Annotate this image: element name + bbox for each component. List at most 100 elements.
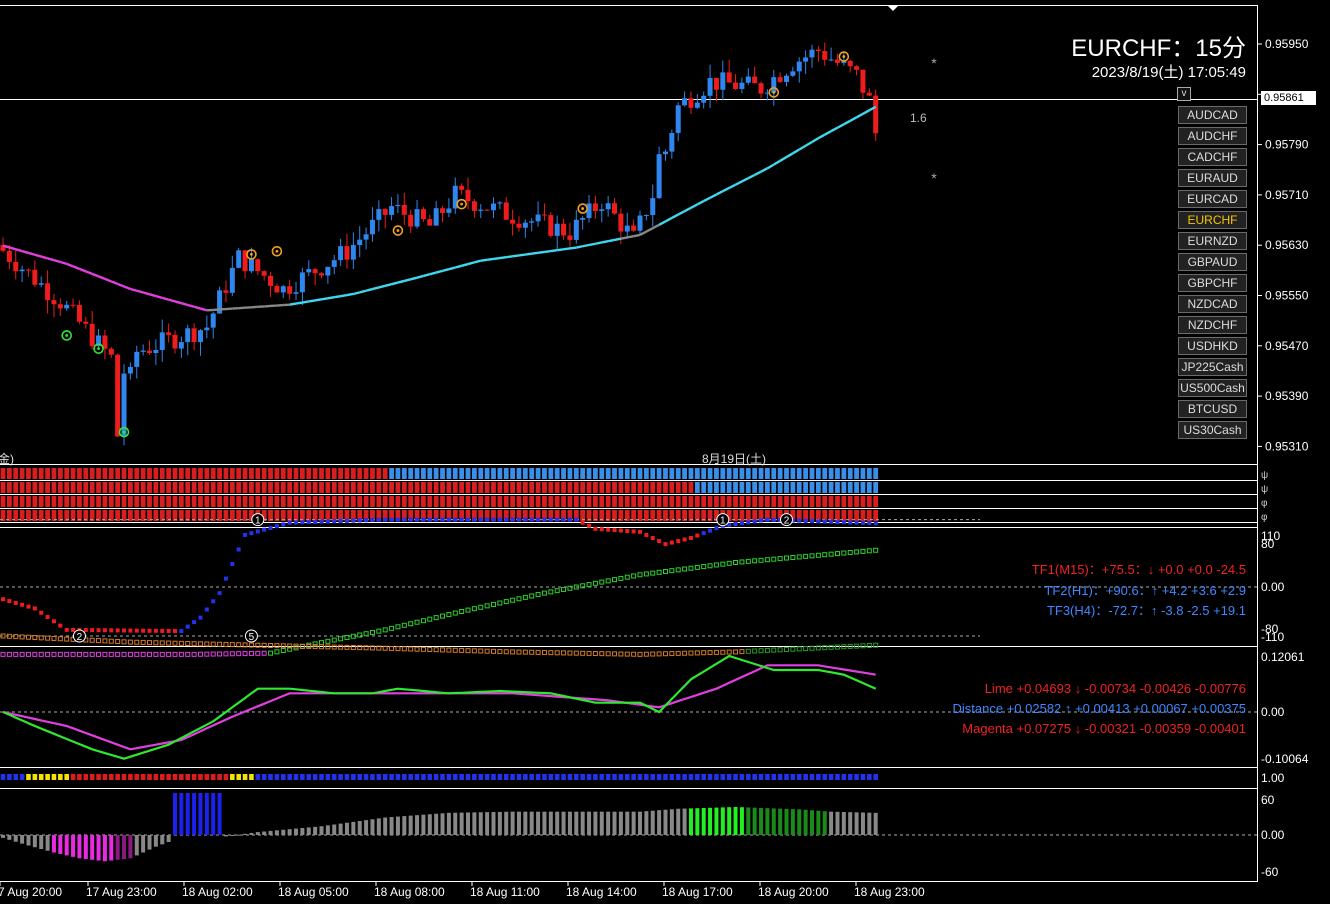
time-tick-label: 18 Aug 05:00 bbox=[278, 885, 349, 899]
tf2-dot bbox=[369, 629, 375, 635]
tf3-dot bbox=[637, 651, 643, 657]
strip-cell bbox=[261, 774, 267, 780]
heat-cell bbox=[624, 510, 630, 521]
symbol-button-jp225cash[interactable]: JP225Cash bbox=[1178, 358, 1247, 376]
symbol-button-eurcad[interactable]: EURCAD bbox=[1178, 190, 1247, 208]
candle-body bbox=[159, 332, 165, 350]
hist-bar bbox=[389, 817, 394, 835]
strip-cell bbox=[574, 774, 579, 780]
heat-cell bbox=[675, 496, 681, 507]
symbol-button-gbpaud[interactable]: GBPAUD bbox=[1178, 253, 1247, 271]
symbol-button-us30cash[interactable]: US30Cash bbox=[1178, 421, 1247, 439]
tf3-dot bbox=[255, 642, 261, 648]
heat-cell bbox=[363, 482, 369, 493]
heat-cell bbox=[312, 468, 318, 479]
atr-star-icon: * bbox=[931, 55, 937, 71]
tf2-dot bbox=[147, 651, 153, 657]
heat-cell bbox=[522, 482, 528, 493]
heat-cell bbox=[210, 510, 216, 521]
sell-signal-icon bbox=[271, 245, 283, 257]
ma-segment bbox=[754, 170, 762, 176]
symbol-button-eurnzd[interactable]: EURNZD bbox=[1178, 232, 1247, 250]
tf3-dot bbox=[803, 646, 809, 652]
heat-cell bbox=[414, 496, 420, 507]
heat-cell bbox=[102, 468, 108, 479]
heat-cell bbox=[166, 510, 172, 521]
strip-cell bbox=[19, 774, 25, 780]
symbol-button-nzdcad[interactable]: NZDCAD bbox=[1178, 295, 1247, 313]
heat-cell bbox=[478, 482, 484, 493]
tf2-dot bbox=[822, 552, 828, 558]
strip-cell bbox=[236, 774, 241, 780]
candle-body bbox=[395, 204, 401, 207]
tf1-dot bbox=[357, 518, 362, 523]
tf1-dot bbox=[134, 628, 139, 633]
heat-cell bbox=[535, 496, 541, 507]
tf3-dot bbox=[471, 648, 477, 654]
candle-body bbox=[841, 60, 847, 63]
tf3-dot bbox=[64, 636, 70, 642]
time-tick-label: 18 Aug 23:00 bbox=[854, 885, 925, 899]
hist-bar bbox=[873, 812, 878, 835]
ma-segment bbox=[684, 206, 692, 213]
heat-cell bbox=[242, 468, 248, 479]
tf1-dot bbox=[466, 517, 471, 522]
tf3-dot bbox=[541, 650, 547, 656]
heat-cell bbox=[771, 468, 777, 479]
tf2-dot bbox=[440, 613, 446, 619]
candle-body bbox=[312, 269, 318, 274]
candle-body bbox=[554, 223, 560, 236]
candle-body bbox=[809, 49, 815, 58]
candle-body bbox=[452, 185, 458, 209]
symbol-button-gbpchf[interactable]: GBPCHF bbox=[1178, 274, 1247, 292]
sell-signal-dot bbox=[772, 90, 776, 94]
heat-cell bbox=[522, 496, 528, 507]
heat-cell bbox=[688, 482, 694, 493]
heat-cell bbox=[835, 482, 840, 493]
tf3-dot bbox=[32, 635, 38, 641]
strip-cell bbox=[567, 774, 573, 780]
tf3-dot bbox=[102, 638, 108, 644]
heat-cell bbox=[185, 510, 191, 521]
symbol-button-eurchf[interactable]: EURCHF bbox=[1178, 211, 1247, 229]
tf2-dot bbox=[108, 651, 114, 657]
heat-cell bbox=[573, 482, 579, 493]
lime-readout: Lime +0.04693 ↓ -0.00734 -0.00426 -0.007… bbox=[984, 681, 1246, 696]
candle-body bbox=[57, 304, 63, 309]
symbol-button-audchf[interactable]: AUDCHF bbox=[1178, 127, 1247, 145]
symbol-button-euraud[interactable]: EURAUD bbox=[1178, 169, 1247, 187]
ma-segment bbox=[110, 280, 119, 286]
heat-cell bbox=[446, 482, 452, 493]
tf3-dot bbox=[344, 644, 350, 650]
strip-cell bbox=[389, 774, 394, 780]
shift-marker-icon[interactable] bbox=[887, 5, 899, 11]
heat-cell bbox=[108, 510, 114, 521]
tf2-dot bbox=[64, 651, 70, 657]
candle-body bbox=[561, 223, 567, 236]
heat-cell bbox=[739, 496, 745, 507]
symbol-button-cadchf[interactable]: CADCHF bbox=[1178, 148, 1247, 166]
heat-cell bbox=[140, 482, 146, 493]
heat-cell bbox=[293, 510, 299, 521]
symbol-button-btcusd[interactable]: BTCUSD bbox=[1178, 400, 1247, 418]
tf3-dot bbox=[178, 640, 184, 646]
symbol-button-usdhkd[interactable]: USDHKD bbox=[1178, 337, 1247, 355]
heat-cell bbox=[172, 468, 178, 479]
tf2-dot bbox=[841, 550, 847, 556]
hist-bar bbox=[663, 809, 668, 835]
tf3-dot bbox=[420, 646, 426, 652]
ma-segment bbox=[518, 253, 526, 257]
hist-bar bbox=[255, 832, 260, 835]
symbol-button-nzdchf[interactable]: NZDCHF bbox=[1178, 316, 1247, 334]
heat-cell bbox=[19, 496, 25, 507]
collapse-button[interactable]: v bbox=[1177, 87, 1191, 101]
heat-cell bbox=[701, 468, 707, 479]
symbol-button-audcad[interactable]: AUDCAD bbox=[1178, 106, 1247, 124]
strip-cell bbox=[516, 774, 522, 780]
symbol-button-us500cash[interactable]: US500Cash bbox=[1178, 379, 1247, 397]
heat-cell bbox=[510, 496, 515, 507]
ma-segment bbox=[480, 258, 488, 262]
candle-body bbox=[325, 266, 331, 276]
candle-body bbox=[688, 98, 694, 108]
